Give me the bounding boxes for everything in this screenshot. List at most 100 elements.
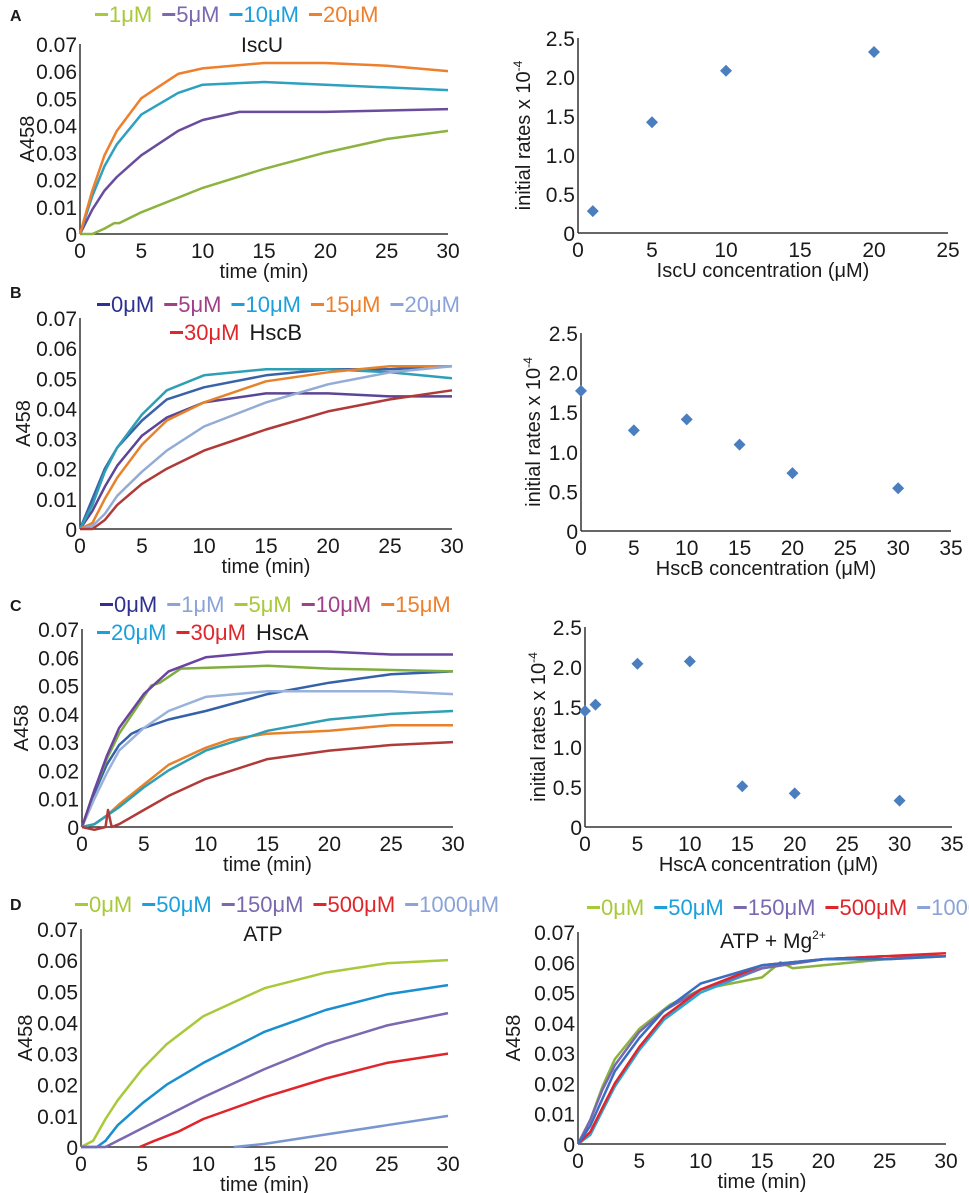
x-tick-label: 10 bbox=[714, 239, 737, 262]
legend-item: HscA bbox=[256, 620, 309, 645]
legend-swatch bbox=[95, 13, 108, 16]
legend-label: 30μM bbox=[184, 320, 239, 345]
x-tick-label: 25 bbox=[834, 537, 857, 560]
series-line-20μM bbox=[81, 709, 454, 829]
y-tick-label: 0.01 bbox=[534, 1104, 575, 1127]
legend-item: 10μM bbox=[229, 2, 299, 27]
chart-title: IscU bbox=[241, 34, 283, 57]
data-point bbox=[589, 698, 602, 711]
x-tick-label: 5 bbox=[136, 535, 148, 558]
y-tick-label: 0.01 bbox=[36, 197, 77, 220]
x-tick-label: 25 bbox=[375, 240, 398, 263]
y-tick-label: 0.5 bbox=[553, 777, 582, 800]
x-tick-label: 5 bbox=[633, 1150, 645, 1173]
legend-item: 0μM bbox=[587, 895, 644, 920]
y-tick-label: 0.06 bbox=[37, 950, 78, 973]
y-tick-label: 0.07 bbox=[38, 619, 79, 642]
y-tick-label: 1.5 bbox=[546, 106, 575, 129]
legend-swatch bbox=[167, 603, 181, 606]
legend-swatch bbox=[231, 303, 245, 306]
y-tick-label: 0.05 bbox=[36, 368, 77, 391]
y-tick-label: 0.05 bbox=[37, 981, 78, 1004]
x-tick-label: 20 bbox=[316, 535, 339, 558]
y-axis-label-exponent: -4 bbox=[511, 60, 525, 71]
x-tick-label: 15 bbox=[750, 1150, 773, 1173]
y-tick-label: 0.03 bbox=[37, 1044, 78, 1067]
y-tick-label: 1.5 bbox=[553, 697, 582, 720]
x-tick-label: 25 bbox=[835, 833, 858, 856]
x-tick-label: 25 bbox=[375, 1153, 398, 1176]
y-tick-label: 0.05 bbox=[534, 983, 575, 1006]
data-point bbox=[683, 655, 696, 668]
legend-item: 1000μM bbox=[917, 895, 969, 920]
y-tick-label: 0 bbox=[65, 519, 77, 542]
y-tick-label: 0.05 bbox=[38, 676, 79, 699]
legend-label: 150μM bbox=[748, 895, 816, 920]
x-tick-label: 10 bbox=[191, 240, 214, 263]
legend-label: 1μM bbox=[181, 592, 224, 617]
x-axis-label: time (min) bbox=[222, 556, 311, 578]
y-tick-label: 0 bbox=[563, 1134, 575, 1157]
x-tick-label: 35 bbox=[939, 537, 962, 560]
x-tick-label: 0 bbox=[75, 1153, 87, 1176]
x-axis-label: IscU concentration (μM) bbox=[657, 260, 870, 282]
legend-item: 10μM bbox=[231, 292, 301, 317]
x-tick-label: 30 bbox=[436, 1153, 459, 1176]
legend-item: 5μM bbox=[164, 292, 222, 317]
y-axis-label-text: A458 bbox=[17, 116, 39, 163]
x-tick-label: 10 bbox=[192, 1153, 215, 1176]
series-line-5μM bbox=[78, 392, 452, 530]
x-tick-label: 15 bbox=[253, 1153, 276, 1176]
y-tick-label: 0.02 bbox=[534, 1073, 575, 1096]
legend-label: 500μM bbox=[839, 895, 907, 920]
legend-label: 20μM bbox=[111, 620, 166, 645]
legend-item: 10μM bbox=[301, 592, 371, 617]
legend-swatch bbox=[170, 331, 183, 334]
legend-label: 0μM bbox=[111, 292, 154, 317]
chart-panel-right-1: 0 5 10 15 20 25 0 0.5 1.0 1.5 2.0 2.5 IscU concentra… bbox=[511, 28, 960, 282]
x-tick-label: 25 bbox=[379, 833, 402, 856]
y-tick-label: 1.0 bbox=[549, 442, 578, 465]
legend-item: 1μM bbox=[95, 2, 152, 27]
y-tick-label: 0.06 bbox=[36, 338, 77, 361]
legend-label: 30μM bbox=[190, 620, 245, 645]
y-axis-label: A458 bbox=[15, 1015, 37, 1062]
legend-item: 30μM bbox=[176, 620, 246, 645]
legend-item: 20μM bbox=[308, 2, 378, 27]
legend-swatch bbox=[405, 903, 419, 906]
y-tick-label: 0.06 bbox=[38, 647, 79, 670]
series-line-15μM bbox=[81, 723, 453, 829]
y-axis-label: initial rates x 10-4 bbox=[521, 357, 545, 507]
chart-panel-right-7: 0 5 10 15 20 25 30 0 0.01 0.02 0.03 0.04 0.05 0.06 0.0… bbox=[503, 895, 969, 1193]
y-tick-label: 0 bbox=[67, 817, 79, 840]
x-tick-label: 0 bbox=[74, 535, 86, 558]
legend-label: HscA bbox=[256, 620, 309, 645]
data-point bbox=[646, 116, 658, 129]
legend-item: 0μM bbox=[97, 292, 154, 317]
y-axis-label-exponent: -4 bbox=[526, 652, 540, 663]
legend-label: 5μM bbox=[178, 292, 221, 317]
series-line-10μM bbox=[78, 80, 449, 235]
chart-panel-A: A 0 5 10 15 20 25 30 0 0.01 0.02 0.03 0.04 0.05 0.06 0.… bbox=[10, 2, 460, 283]
legend-item: 1000μM bbox=[405, 892, 499, 917]
series-line-150μM bbox=[576, 954, 946, 1145]
y-tick-label: 0.04 bbox=[38, 704, 79, 727]
x-tick-label: 30 bbox=[436, 240, 459, 263]
series-line-30μM bbox=[81, 740, 454, 832]
x-axis-label: time (min) bbox=[220, 261, 309, 283]
y-axis-label-exponent: -4 bbox=[521, 357, 535, 368]
legend-item: HscB bbox=[249, 320, 302, 345]
legend-item: 0μM bbox=[75, 892, 132, 917]
data-point bbox=[868, 46, 880, 59]
y-tick-label: 1.0 bbox=[553, 737, 582, 760]
y-axis-label-text: A458 bbox=[11, 705, 33, 752]
data-point bbox=[631, 657, 644, 670]
x-tick-label: 0 bbox=[76, 833, 88, 856]
legend-swatch bbox=[310, 303, 324, 306]
chart-title-text: IscU bbox=[241, 34, 283, 57]
y-tick-label: 0.02 bbox=[38, 760, 79, 783]
x-tick-label: 25 bbox=[378, 535, 401, 558]
series-line-0μM bbox=[80, 958, 449, 1149]
y-tick-label: 2.0 bbox=[546, 67, 575, 90]
